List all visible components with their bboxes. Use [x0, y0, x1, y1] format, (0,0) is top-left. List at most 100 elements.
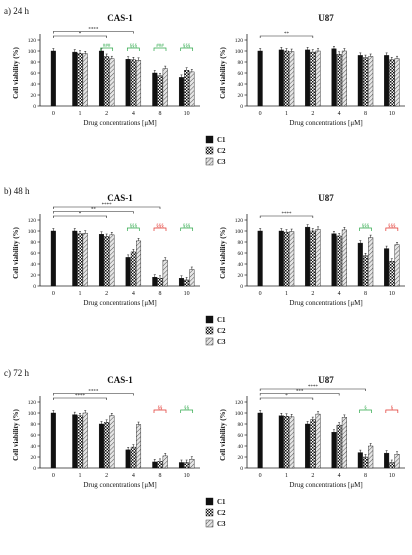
chart-4-bar-c2 — [389, 261, 395, 287]
chart-6-y-label: Cell viability (%) — [219, 408, 227, 460]
legend-label-c1: C1 — [217, 316, 226, 324]
chart-6-y-tick-label: 120 — [235, 400, 244, 406]
chart-4-x-tick-label: 10 — [389, 291, 395, 297]
chart-5-bar-c1 — [50, 412, 56, 469]
chart-3-group-bracket — [153, 227, 167, 231]
chart-1-x-tick-label: 4 — [132, 111, 135, 117]
chart-6-bar-c2 — [336, 424, 342, 469]
chart-5-y-tick-label: 20 — [31, 455, 37, 461]
chart-6-significance-bracket — [259, 397, 314, 400]
chart-5-y-tick-label: 60 — [31, 433, 37, 439]
chart-3-y-tick-label: 100 — [28, 229, 37, 235]
chart-3-significance-label: * — [79, 212, 82, 217]
chart-1-title: CAS-1 — [107, 13, 133, 23]
chart-5-x-tick-label: 10 — [184, 473, 190, 479]
chart-2-y-tick-label: 40 — [238, 82, 244, 88]
chart-2-significance-label: ** — [284, 32, 290, 37]
chart-6-group-significance-label: § — [391, 406, 394, 411]
chart-2-x-tick-label: 4 — [338, 111, 341, 117]
chart-3-group-bracket — [126, 227, 140, 231]
chart-4-y-tick-label: 80 — [238, 240, 244, 246]
chart-6-x-tick-label: 0 — [259, 473, 262, 479]
chart-4-y-tick-label: 100 — [235, 229, 244, 235]
chart-2-title: U87 — [318, 13, 334, 23]
chart-1-significance-bracket — [53, 35, 107, 38]
chart-3-x-tick-label: 1 — [79, 291, 82, 297]
chart-1-y-tick-label: 20 — [31, 93, 37, 99]
legend-label-c3: C3 — [217, 520, 226, 528]
chart-4-bar-c3 — [315, 229, 321, 287]
chart-6-x-tick-label: 1 — [285, 473, 288, 479]
chart-1-bar-c2 — [130, 59, 136, 107]
chart-2-bar-c3 — [289, 51, 295, 107]
chart-2-bar-c1 — [384, 55, 390, 107]
chart-3-y-tick-label: 60 — [31, 251, 37, 257]
chart-5-y-label: Cell viability (%) — [12, 408, 20, 460]
chart-2-bar-c3 — [315, 50, 321, 107]
chart-1-group-bracket — [180, 47, 194, 51]
chart-4-bar-c1 — [384, 248, 390, 287]
chart-2-bar-c3 — [368, 56, 374, 107]
chart-6-group-bracket — [359, 409, 372, 413]
chart-1-y-label: Cell viability (%) — [12, 46, 20, 98]
chart-4-x-label: Drug concentrations [μM] — [289, 299, 362, 307]
chart-5-bar-c2 — [104, 422, 110, 469]
chart-1-bar-c1 — [98, 50, 104, 107]
chart-5-bar-c3 — [136, 424, 142, 469]
chart-4-bar-c2 — [284, 231, 290, 287]
chart-4-bar-c1 — [257, 230, 263, 287]
chart-5-bar-c2 — [184, 462, 190, 469]
chart-4-bar-c3 — [394, 244, 400, 287]
chart-4-significance-bracket — [259, 215, 314, 218]
chart-3-bar-c1 — [125, 257, 131, 287]
chart-3-bar-c2 — [130, 251, 136, 287]
chart-6-y-tick-label: 80 — [238, 422, 244, 428]
legend-swatch-c3 — [205, 157, 214, 166]
chart-3-significance-bracket — [53, 206, 161, 209]
chart-3-group-significance-label: §§§ — [130, 224, 138, 229]
chart-4-y-tick-label: 0 — [240, 284, 243, 290]
chart-1-bar-c2 — [184, 70, 190, 107]
chart-5-y-tick-label: 120 — [28, 400, 37, 406]
chart-6-bar-c2 — [389, 462, 395, 469]
chart-1-group-significance-label: §§§ — [130, 44, 138, 49]
chart-3-y-tick-label: 120 — [28, 218, 37, 224]
chart-4-group-significance-label: §§§ — [388, 224, 396, 229]
legend-swatch-c1 — [205, 315, 214, 324]
chart-2-y-tick-label: 0 — [240, 104, 243, 110]
legend-swatch-c3 — [205, 519, 214, 528]
chart-6-y-tick-label: 0 — [240, 466, 243, 472]
chart-3-bar-c1 — [178, 278, 184, 287]
chart-5-x-tick-label: 2 — [105, 473, 108, 479]
chart-2-bar-c1 — [257, 50, 263, 107]
chart-1-y-tick-label: 100 — [28, 49, 37, 55]
chart-2-bar-c1 — [278, 49, 284, 107]
chart-6-y-tick-label: 100 — [235, 411, 244, 417]
chart-2-bar-c1 — [357, 55, 363, 107]
chart-1-group-bracket — [153, 47, 167, 51]
chart-4-x-tick-label: 0 — [259, 291, 262, 297]
chart-1-x-tick-label: 8 — [159, 111, 162, 117]
chart-2-bar-c2 — [284, 50, 290, 107]
chart-2-x-tick-label: 2 — [311, 111, 314, 117]
chart-2-bar-c2 — [336, 54, 342, 107]
legend-swatch-c2 — [205, 326, 214, 335]
chart-3-significance-label: **** — [102, 203, 113, 208]
chart-2-significance-bracket — [259, 35, 314, 38]
chart-3-bar-c2 — [157, 278, 163, 287]
chart-6-bar-c2 — [310, 419, 316, 469]
chart-1-bar-c1 — [152, 72, 158, 107]
chart-1-panel-label: a) 24 h — [4, 6, 29, 16]
chart-3-group-bracket — [180, 227, 194, 231]
chart-1-y-tick-label: 80 — [31, 60, 37, 66]
chart-4-bar-c3 — [289, 231, 295, 287]
chart-5-significance-label: **** — [88, 390, 99, 395]
chart-4-bar-c2 — [310, 230, 316, 287]
chart-2-x-tick-label: 8 — [364, 111, 367, 117]
chart-6-bar-c2 — [284, 416, 290, 469]
chart-5-bar-c2 — [77, 415, 83, 469]
chart-2-bar-c2 — [310, 51, 316, 107]
legend-label-c2: C2 — [217, 327, 226, 335]
chart-5-bar-c1 — [125, 449, 131, 469]
